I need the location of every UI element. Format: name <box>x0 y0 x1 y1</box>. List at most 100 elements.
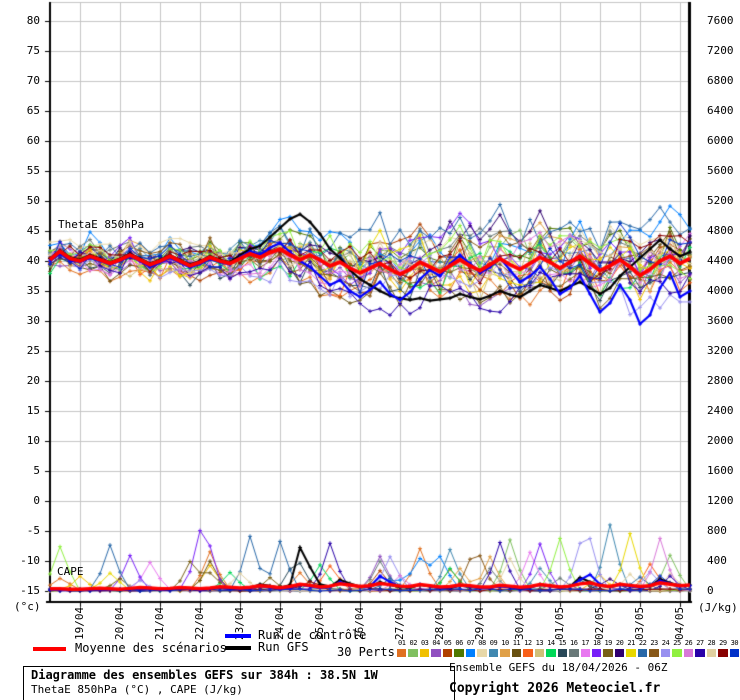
pert-color-swatch <box>511 649 522 657</box>
legend-gfs-label: Run GFS <box>258 640 309 654</box>
y-axis-right-tick-label: 4400 <box>707 254 734 267</box>
pert-color-swatch <box>706 649 717 657</box>
pert-color-swatch <box>488 649 499 657</box>
pert-legend-item: 20 <box>614 639 625 657</box>
pert-legend-item: 10 <box>500 639 510 657</box>
pert-color-swatch <box>442 649 453 657</box>
pert-number-label: 22 <box>638 639 647 647</box>
pert-number-label: 19 <box>604 639 612 647</box>
y-axis-left-tick-label: 55 <box>26 164 40 177</box>
y-axis-left-tick-label: 25 <box>26 344 40 357</box>
y-axis-right-tick-label: 7600 <box>707 14 734 27</box>
pert-legend-item: 04 <box>431 639 441 657</box>
y-axis-left-tick-label: 80 <box>26 14 40 27</box>
pert-color-swatch <box>546 649 556 657</box>
y-axis-left-tick-label: 40 <box>26 254 40 267</box>
y-axis-left-unit: (°c) <box>14 600 41 613</box>
pert-number-label: 15 <box>558 639 567 647</box>
pert-number-label: 18 <box>592 639 601 647</box>
pert-color-swatch <box>557 649 568 657</box>
pert-number-label: 25 <box>673 639 681 647</box>
pert-number-label: 12 <box>524 639 532 647</box>
pert-number-label: 10 <box>501 639 509 647</box>
pert-color-swatch <box>500 649 510 657</box>
y-axis-left-tick-label: 45 <box>26 224 40 237</box>
x-axis-date-label: 02/05 <box>593 606 606 640</box>
pert-legend-item: 01 <box>397 639 407 657</box>
cape-series-label: CAPE <box>57 565 84 578</box>
pert-number-label: 02 <box>409 639 417 647</box>
y-axis-right-tick-label: 3200 <box>707 344 734 357</box>
x-axis-date-label: 27/04 <box>393 606 406 640</box>
pert-legend-item: 19 <box>603 639 613 657</box>
pert-number-label: 13 <box>535 639 544 647</box>
y-axis-left-tick-label: 75 <box>26 44 40 57</box>
y-axis-right-tick-label: 2400 <box>707 404 734 417</box>
x-axis-date-label: 29/04 <box>473 606 486 640</box>
pert-color-swatch <box>591 649 602 657</box>
pert-color-swatch <box>683 649 694 657</box>
pert-legend-item: 24 <box>660 639 671 657</box>
perturbation-legend: 01 02 03 04 05 06 07 08 09 10 11 12 13 14 15 16 17 18 19 20… <box>397 639 740 657</box>
x-axis-date-label: 20/04 <box>113 606 126 640</box>
x-axis-date-label: 03/05 <box>633 606 646 640</box>
pert-legend-item: 09 <box>488 639 499 657</box>
pert-number-label: 04 <box>432 639 440 647</box>
pert-color-swatch <box>672 649 682 657</box>
x-axis-date-label: 04/05 <box>673 606 686 640</box>
pert-legend-item: 30 <box>729 639 740 657</box>
pert-color-swatch <box>454 649 464 657</box>
pert-color-swatch <box>465 649 476 657</box>
y-axis-right-tick-label: 3600 <box>707 314 734 327</box>
pert-legend-item: 25 <box>672 639 682 657</box>
chart-info-box: Diagramme des ensembles GEFS sur 384h : … <box>23 666 455 700</box>
pert-legend-item: 14 <box>546 639 556 657</box>
pert-color-swatch <box>718 649 728 657</box>
pert-legend-item: 18 <box>591 639 602 657</box>
y-axis-right-tick-label: 4800 <box>707 224 734 237</box>
y-axis-left-tick-label: -15 <box>20 584 40 597</box>
pert-number-label: 05 <box>443 639 452 647</box>
x-axis-date-label: 22/04 <box>193 606 206 640</box>
y-axis-left-tick-label: 65 <box>26 104 40 117</box>
thetae-series-label: ThetaE 850hPa <box>58 218 145 231</box>
pert-number-label: 16 <box>570 639 578 647</box>
pert-legend-item: 27 <box>695 639 705 657</box>
legend-control-label: Run de contrôle <box>258 628 367 642</box>
y-axis-left-tick-label: 50 <box>26 194 40 207</box>
y-axis-left-tick-label: 20 <box>26 374 40 387</box>
pert-number-label: 28 <box>707 639 716 647</box>
pert-legend-item: 26 <box>683 639 694 657</box>
pert-color-swatch <box>569 649 579 657</box>
pert-legend-item: 16 <box>569 639 579 657</box>
pert-number-label: 08 <box>478 639 486 647</box>
pert-number-label: 09 <box>489 639 498 647</box>
pert-color-swatch <box>603 649 613 657</box>
pert-number-label: 06 <box>455 639 463 647</box>
y-axis-right-tick-label: 4000 <box>707 284 734 297</box>
x-axis-date-label: 19/04 <box>73 606 86 640</box>
y-axis-right-tick-label: 5200 <box>707 194 734 207</box>
pert-number-label: 03 <box>420 639 429 647</box>
y-axis-left-tick-label: 35 <box>26 284 40 297</box>
y-axis-right-tick-label: 6400 <box>707 104 734 117</box>
y-axis-right-tick-label: 6800 <box>707 74 734 87</box>
pert-color-swatch <box>637 649 648 657</box>
pert-legend-item: 06 <box>454 639 464 657</box>
x-axis-date-label: 30/04 <box>513 606 526 640</box>
pert-color-swatch <box>626 649 636 657</box>
pert-color-swatch <box>580 649 590 657</box>
x-axis-date-label: 01/05 <box>553 606 566 640</box>
y-axis-right-unit: (J/kg) <box>698 601 738 614</box>
pert-legend-item: 03 <box>419 639 430 657</box>
x-axis-date-label: 28/04 <box>433 606 446 640</box>
pert-number-label: 21 <box>627 639 635 647</box>
pert-number-label: 27 <box>696 639 704 647</box>
pert-color-swatch <box>408 649 418 657</box>
pert-legend-item: 12 <box>523 639 533 657</box>
pert-legend-item: 28 <box>706 639 717 657</box>
pert-number-label: 23 <box>650 639 658 647</box>
run-info: Ensemble GEFS du 18/04/2026 - 06Z <box>449 661 668 674</box>
legend-gfs-swatch <box>225 646 251 650</box>
